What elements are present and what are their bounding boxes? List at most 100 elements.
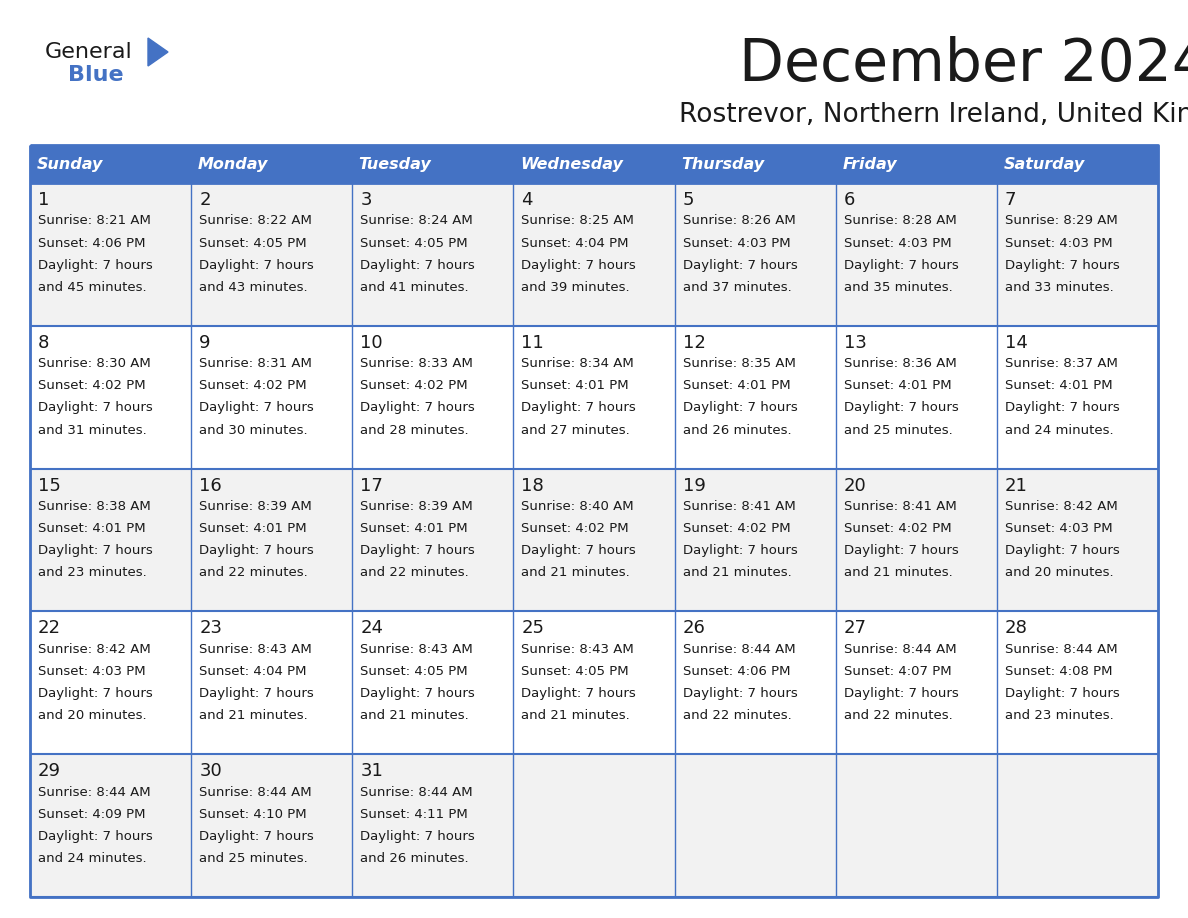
Text: 22: 22 — [38, 620, 61, 637]
Text: Sunrise: 8:28 AM: Sunrise: 8:28 AM — [843, 215, 956, 228]
Text: 20: 20 — [843, 476, 866, 495]
Text: Sunrise: 8:38 AM: Sunrise: 8:38 AM — [38, 500, 151, 513]
Text: and 37 minutes.: and 37 minutes. — [683, 281, 791, 294]
Text: and 27 minutes.: and 27 minutes. — [522, 423, 631, 437]
Text: Sunset: 4:05 PM: Sunset: 4:05 PM — [200, 237, 307, 250]
Text: Daylight: 7 hours: Daylight: 7 hours — [683, 544, 797, 557]
Text: Daylight: 7 hours: Daylight: 7 hours — [683, 259, 797, 272]
Text: 30: 30 — [200, 762, 222, 780]
Text: Sunset: 4:02 PM: Sunset: 4:02 PM — [843, 522, 952, 535]
Text: Sunrise: 8:25 AM: Sunrise: 8:25 AM — [522, 215, 634, 228]
Text: 29: 29 — [38, 762, 61, 780]
Text: Daylight: 7 hours: Daylight: 7 hours — [200, 830, 314, 843]
Text: Sunrise: 8:36 AM: Sunrise: 8:36 AM — [843, 357, 956, 370]
Text: Sunrise: 8:42 AM: Sunrise: 8:42 AM — [38, 643, 151, 655]
Text: Sunrise: 8:43 AM: Sunrise: 8:43 AM — [360, 643, 473, 655]
Text: and 23 minutes.: and 23 minutes. — [1005, 710, 1113, 722]
Text: Daylight: 7 hours: Daylight: 7 hours — [843, 259, 959, 272]
Text: Daylight: 7 hours: Daylight: 7 hours — [683, 687, 797, 700]
Text: Sunset: 4:03 PM: Sunset: 4:03 PM — [1005, 522, 1112, 535]
Text: and 21 minutes.: and 21 minutes. — [522, 566, 631, 579]
Text: 24: 24 — [360, 620, 384, 637]
Text: Sunday: Sunday — [37, 156, 103, 172]
Text: Sunrise: 8:21 AM: Sunrise: 8:21 AM — [38, 215, 151, 228]
Text: Wednesday: Wednesday — [520, 156, 623, 172]
Text: 13: 13 — [843, 334, 867, 352]
Text: Sunset: 4:07 PM: Sunset: 4:07 PM — [843, 665, 952, 678]
Text: Daylight: 7 hours: Daylight: 7 hours — [38, 259, 153, 272]
Text: 3: 3 — [360, 191, 372, 209]
Text: Daylight: 7 hours: Daylight: 7 hours — [1005, 544, 1119, 557]
Text: Sunset: 4:05 PM: Sunset: 4:05 PM — [360, 665, 468, 678]
Text: Daylight: 7 hours: Daylight: 7 hours — [38, 544, 153, 557]
Text: Sunset: 4:03 PM: Sunset: 4:03 PM — [38, 665, 146, 678]
Text: 17: 17 — [360, 476, 384, 495]
Text: Sunrise: 8:42 AM: Sunrise: 8:42 AM — [1005, 500, 1118, 513]
FancyBboxPatch shape — [30, 145, 1158, 183]
Text: Daylight: 7 hours: Daylight: 7 hours — [843, 401, 959, 415]
FancyBboxPatch shape — [30, 183, 1158, 326]
Text: and 21 minutes.: and 21 minutes. — [683, 566, 791, 579]
Text: and 21 minutes.: and 21 minutes. — [360, 710, 469, 722]
Text: Sunrise: 8:43 AM: Sunrise: 8:43 AM — [200, 643, 312, 655]
Text: Sunrise: 8:29 AM: Sunrise: 8:29 AM — [1005, 215, 1118, 228]
Text: Daylight: 7 hours: Daylight: 7 hours — [360, 259, 475, 272]
Text: Sunrise: 8:22 AM: Sunrise: 8:22 AM — [200, 215, 312, 228]
Text: Daylight: 7 hours: Daylight: 7 hours — [200, 259, 314, 272]
Text: and 20 minutes.: and 20 minutes. — [1005, 566, 1113, 579]
Text: and 21 minutes.: and 21 minutes. — [200, 710, 308, 722]
Text: Sunset: 4:01 PM: Sunset: 4:01 PM — [683, 379, 790, 392]
Text: Daylight: 7 hours: Daylight: 7 hours — [843, 544, 959, 557]
Text: Sunrise: 8:34 AM: Sunrise: 8:34 AM — [522, 357, 634, 370]
Text: 10: 10 — [360, 334, 383, 352]
Text: Sunset: 4:03 PM: Sunset: 4:03 PM — [1005, 237, 1112, 250]
FancyBboxPatch shape — [30, 326, 1158, 468]
Text: Sunset: 4:01 PM: Sunset: 4:01 PM — [843, 379, 952, 392]
Text: Daylight: 7 hours: Daylight: 7 hours — [38, 687, 153, 700]
Text: Sunset: 4:06 PM: Sunset: 4:06 PM — [683, 665, 790, 678]
Text: Daylight: 7 hours: Daylight: 7 hours — [843, 687, 959, 700]
Text: Sunrise: 8:39 AM: Sunrise: 8:39 AM — [200, 500, 312, 513]
Text: Sunrise: 8:33 AM: Sunrise: 8:33 AM — [360, 357, 473, 370]
Text: Sunset: 4:01 PM: Sunset: 4:01 PM — [200, 522, 307, 535]
Text: Saturday: Saturday — [1004, 156, 1085, 172]
Text: Daylight: 7 hours: Daylight: 7 hours — [522, 687, 637, 700]
Text: and 39 minutes.: and 39 minutes. — [522, 281, 630, 294]
Text: Sunrise: 8:37 AM: Sunrise: 8:37 AM — [1005, 357, 1118, 370]
Text: Sunset: 4:01 PM: Sunset: 4:01 PM — [1005, 379, 1112, 392]
Text: 18: 18 — [522, 476, 544, 495]
Text: Daylight: 7 hours: Daylight: 7 hours — [522, 259, 637, 272]
Text: Daylight: 7 hours: Daylight: 7 hours — [200, 401, 314, 415]
Text: Sunset: 4:03 PM: Sunset: 4:03 PM — [683, 237, 790, 250]
Text: Sunrise: 8:40 AM: Sunrise: 8:40 AM — [522, 500, 634, 513]
Text: Sunrise: 8:44 AM: Sunrise: 8:44 AM — [683, 643, 795, 655]
Text: Daylight: 7 hours: Daylight: 7 hours — [1005, 259, 1119, 272]
Text: and 28 minutes.: and 28 minutes. — [360, 423, 469, 437]
Text: and 20 minutes.: and 20 minutes. — [38, 710, 146, 722]
Text: and 43 minutes.: and 43 minutes. — [200, 281, 308, 294]
Text: 9: 9 — [200, 334, 210, 352]
Text: Daylight: 7 hours: Daylight: 7 hours — [38, 830, 153, 843]
FancyBboxPatch shape — [30, 611, 1158, 755]
Text: 4: 4 — [522, 191, 533, 209]
Text: Sunset: 4:10 PM: Sunset: 4:10 PM — [200, 808, 307, 821]
Text: 5: 5 — [683, 191, 694, 209]
Text: 11: 11 — [522, 334, 544, 352]
Text: Sunset: 4:02 PM: Sunset: 4:02 PM — [360, 379, 468, 392]
Text: Sunrise: 8:44 AM: Sunrise: 8:44 AM — [360, 786, 473, 799]
Text: and 26 minutes.: and 26 minutes. — [683, 423, 791, 437]
Text: and 25 minutes.: and 25 minutes. — [200, 852, 308, 865]
Text: 7: 7 — [1005, 191, 1017, 209]
Text: Sunrise: 8:44 AM: Sunrise: 8:44 AM — [200, 786, 311, 799]
Text: and 24 minutes.: and 24 minutes. — [1005, 423, 1113, 437]
Text: Sunset: 4:11 PM: Sunset: 4:11 PM — [360, 808, 468, 821]
Text: Sunset: 4:02 PM: Sunset: 4:02 PM — [683, 522, 790, 535]
Text: Sunset: 4:03 PM: Sunset: 4:03 PM — [843, 237, 952, 250]
Text: Sunrise: 8:41 AM: Sunrise: 8:41 AM — [843, 500, 956, 513]
Text: Daylight: 7 hours: Daylight: 7 hours — [200, 687, 314, 700]
Text: 25: 25 — [522, 620, 544, 637]
Text: and 24 minutes.: and 24 minutes. — [38, 852, 146, 865]
Text: Daylight: 7 hours: Daylight: 7 hours — [38, 401, 153, 415]
Text: and 21 minutes.: and 21 minutes. — [522, 710, 631, 722]
Text: Sunset: 4:02 PM: Sunset: 4:02 PM — [522, 522, 630, 535]
